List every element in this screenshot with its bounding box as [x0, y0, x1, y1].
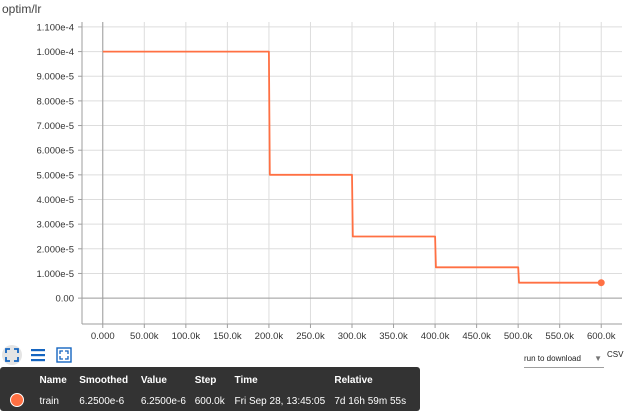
- series-color-swatch: [10, 393, 24, 407]
- chart-controls: [2, 344, 74, 366]
- tooltip-time: Fri Sep 28, 13:45:05: [234, 396, 326, 407]
- y-tick-label: 2.000e-5: [36, 244, 74, 255]
- chart-tooltip: Name Smoothed Value Step Time Relative t…: [0, 367, 420, 411]
- tooltip-header-value: Value: [140, 374, 167, 386]
- tooltip-swatch-cell: [0, 391, 40, 410]
- series-line-train: [102, 50, 602, 284]
- y-tick-label: 5.000e-5: [36, 170, 74, 181]
- run-download-select[interactable]: run to download ▼: [524, 349, 604, 368]
- tooltip-step: 600.0k: [194, 396, 225, 407]
- x-tick-label: 0.000: [91, 331, 115, 342]
- tooltip-row: train 6.2500e-6 6.2500e-6 600.0k Fri Sep…: [0, 391, 420, 410]
- series-layer: [102, 50, 605, 287]
- y-tick-label: 1.100e-4: [36, 22, 74, 33]
- series-last-point-train: [597, 279, 605, 287]
- run-download-label: run to download: [524, 353, 581, 363]
- x-tick-label: 250.0k: [296, 331, 325, 342]
- tooltip-relative: 7d 16h 59m 55s: [334, 396, 407, 407]
- tooltip-header-relative: Relative: [334, 374, 373, 386]
- tooltip-header-step: Step: [194, 374, 217, 386]
- grid-lines: [82, 22, 622, 324]
- log-scale-button[interactable]: [28, 345, 48, 365]
- tooltip-header-smoothed: Smoothed: [79, 374, 129, 386]
- tooltip-smoothed-value: 6.2500e-6: [79, 396, 125, 407]
- x-tick-label: 350.0k: [379, 331, 408, 342]
- fit-domain-button[interactable]: [2, 345, 22, 365]
- line-chart[interactable]: 0.000 50.00k 100.0k 150.0k 200.0k 250.0k 300.0…: [0, 0, 624, 344]
- dropdown-arrow-icon: ▼: [594, 353, 602, 363]
- x-axis-ticks: 0.000 50.00k 100.0k 150.0k 200.0k 250.0k 300.0…: [91, 324, 616, 342]
- x-tick-label: 150.0k: [213, 331, 242, 342]
- x-tick-label: 50.00k: [130, 331, 159, 342]
- csv-download-link[interactable]: CSV: [607, 350, 624, 359]
- tooltip-header-name: Name: [39, 374, 67, 386]
- y-tick-label: 1.000e-5: [36, 269, 74, 280]
- fit-domain-icon: [5, 348, 19, 362]
- tooltip-swatch-header: [0, 373, 40, 391]
- x-tick-label: 200.0k: [255, 331, 284, 342]
- tooltip-value: 6.2500e-6: [140, 396, 186, 407]
- x-tick-label: 100.0k: [172, 331, 201, 342]
- tooltip-run-name: train: [39, 396, 59, 407]
- chart-title: optim/lr: [2, 2, 42, 16]
- y-tick-label: 8.000e-5: [36, 96, 74, 107]
- x-tick-label: 550.0k: [545, 331, 574, 342]
- x-tick-label: 300.0k: [338, 331, 367, 342]
- y-tick-label: 0.00: [56, 294, 75, 305]
- y-tick-label: 3.000e-5: [36, 220, 74, 231]
- y-tick-label: 1.000e-4: [36, 47, 74, 58]
- x-tick-label: 600.0k: [587, 331, 616, 342]
- tooltip-table: Name Smoothed Value Step Time Relative t…: [0, 373, 420, 410]
- log-scale-icon: [31, 349, 45, 362]
- x-tick-label: 500.0k: [504, 331, 533, 342]
- y-axis-ticks: 0.00 1.000e-5 2.000e-5 3.000e-5 4.000e-5 5.00…: [36, 22, 82, 305]
- y-tick-label: 9.000e-5: [36, 72, 74, 83]
- y-tick-label: 7.000e-5: [36, 121, 74, 132]
- x-tick-label: 450.0k: [462, 331, 491, 342]
- expand-button[interactable]: [54, 345, 74, 365]
- y-tick-label: 6.000e-5: [36, 146, 74, 157]
- y-tick-label: 4.000e-5: [36, 195, 74, 206]
- expand-icon: [56, 347, 72, 363]
- tooltip-header-row: Name Smoothed Value Step Time Relative: [0, 373, 420, 391]
- tooltip-header-time: Time: [234, 374, 258, 386]
- x-tick-label: 400.0k: [421, 331, 450, 342]
